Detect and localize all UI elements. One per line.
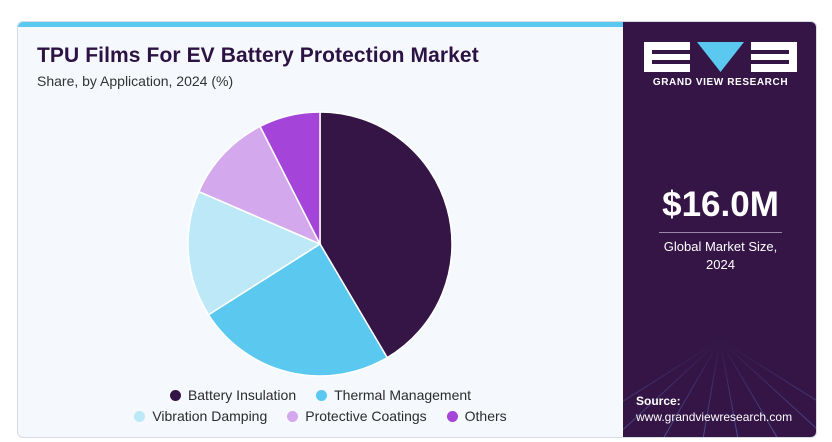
legend-swatch-protective-coatings: [287, 410, 299, 422]
top-accent-bar: [18, 22, 623, 27]
market-size-value: $16.0M: [662, 185, 779, 224]
market-size-caption-line-2: 2024: [706, 257, 735, 272]
legend-item-battery-insulation: Battery Insulation: [169, 387, 297, 403]
legend-label-protective-coatings: Protective Coatings: [305, 408, 427, 424]
divider: [659, 232, 782, 233]
grand-view-research-logo: [644, 42, 797, 72]
market-size-caption: Global Market Size, 2024: [623, 238, 816, 274]
pie-chart: [187, 111, 453, 377]
legend-row-1: Battery Insulation Thermal Management: [18, 387, 623, 403]
legend-swatch-thermal-management: [316, 389, 328, 401]
legend-item-vibration-damping: Vibration Damping: [134, 408, 267, 424]
legend-label-battery-insulation: Battery Insulation: [187, 387, 297, 403]
grid-background-graphic: [623, 339, 816, 437]
chart-card: TPU Films For EV Battery Protection Mark…: [17, 21, 817, 438]
legend-label-vibration-damping: Vibration Damping: [152, 408, 268, 424]
legend-item-protective-coatings: Protective Coatings: [287, 408, 427, 424]
source-label: Source:: [636, 394, 681, 408]
legend-label-others: Others: [464, 408, 507, 424]
legend-swatch-vibration-damping: [134, 410, 146, 422]
pie-slice-thermal-management: [207, 242, 389, 377]
chart-title: TPU Films For EV Battery Protection Mark…: [37, 44, 479, 67]
legend-item-others: Others: [446, 408, 507, 424]
legend-label-thermal-management: Thermal Management: [334, 387, 472, 403]
legend-item-thermal-management: Thermal Management: [316, 387, 471, 403]
pie-slice-vibration-damping: [187, 190, 322, 316]
brand-name: GRAND VIEW RESEARCH: [652, 77, 789, 88]
chart-panel: TPU Films For EV Battery Protection Mark…: [18, 22, 623, 437]
legend-swatch-battery-insulation: [169, 389, 181, 401]
legend-row-2: Vibration Damping Protective Coatings Ot…: [18, 408, 623, 424]
market-size-caption-line-1: Global Market Size,: [663, 239, 778, 254]
legend-swatch-others: [446, 410, 458, 422]
pie-slice-battery-insulation: [319, 111, 453, 359]
source-url[interactable]: www.grandviewresearch.com: [636, 410, 793, 424]
pie-slice-protective-coatings: [197, 125, 322, 246]
pie-slice-others: [259, 111, 321, 245]
chart-subtitle: Share, by Application, 2024 (%): [37, 73, 234, 89]
info-panel: GRAND VIEW RESEARCH $16.0M Global Market…: [623, 22, 816, 437]
